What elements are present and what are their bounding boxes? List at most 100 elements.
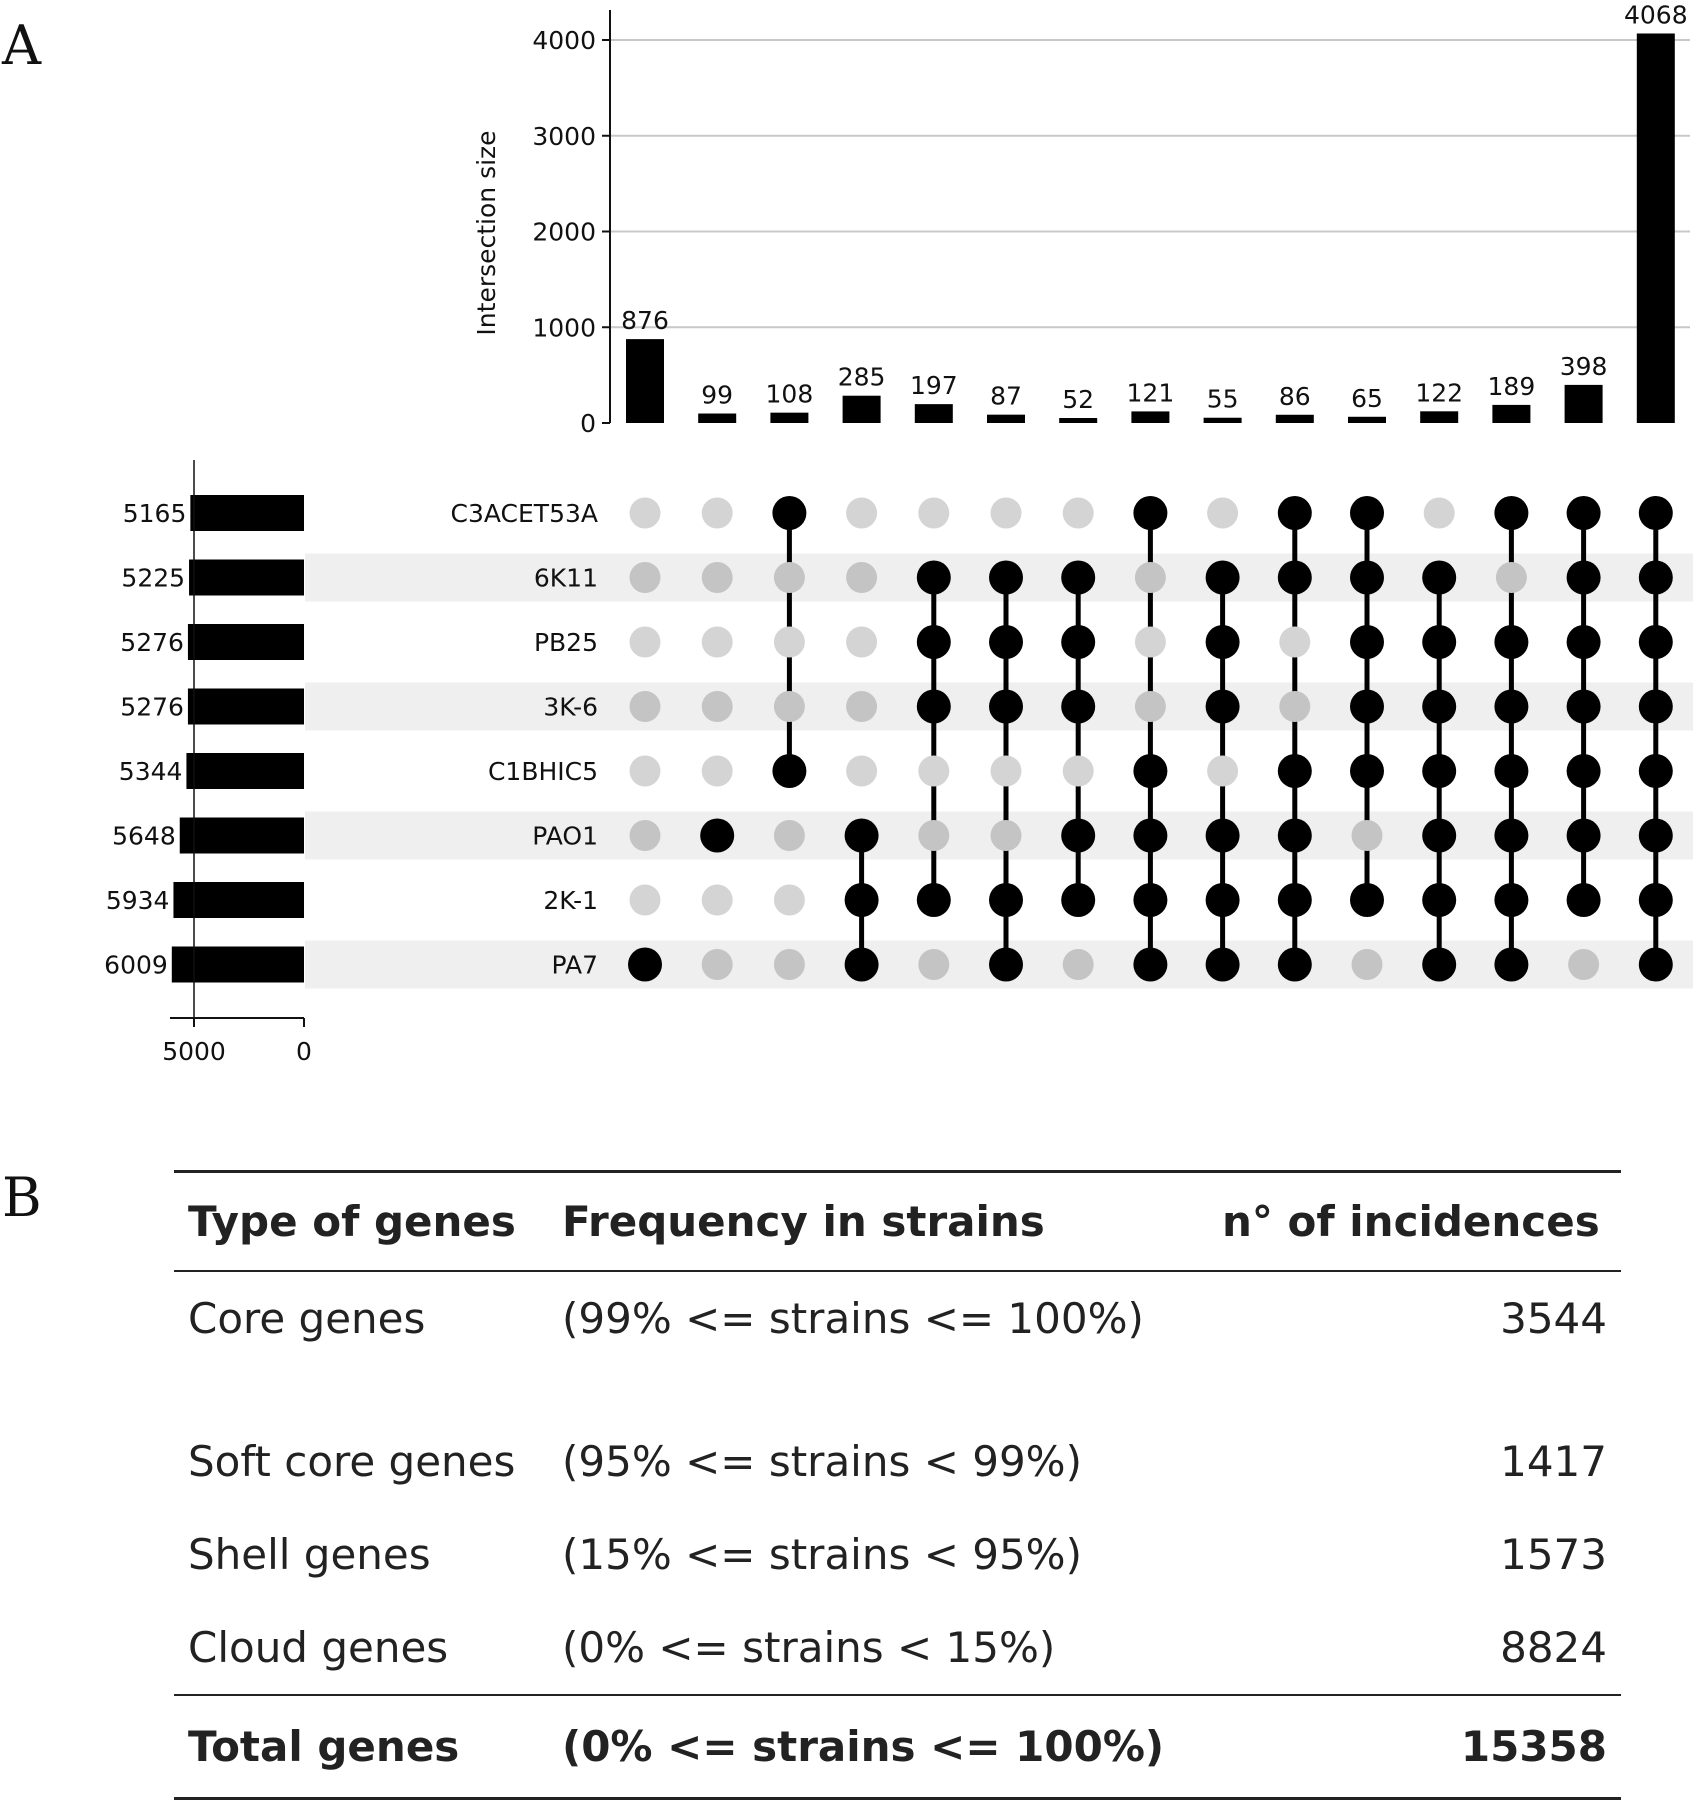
set-name-label: PA7 [552, 951, 598, 980]
bar-value-label: 285 [838, 363, 886, 392]
bar-value-label: 4068 [1624, 0, 1688, 29]
intersection-bar [1492, 404, 1531, 423]
upset-plot: 0 1000 2000 3000 4000 Intersection size 876 99 1… [104, 0, 1693, 1066]
matrix-dot-filled [1277, 754, 1312, 788]
intersection-bar [1059, 418, 1098, 423]
set-size-label: 5276 [120, 693, 184, 722]
table-spacer [174, 1365, 1621, 1415]
set-size-label: 5648 [112, 822, 176, 851]
matrix-dot-filled [1061, 560, 1096, 595]
matrix-dot-filled [1494, 689, 1529, 724]
set-size-bar [190, 495, 304, 531]
row-count: 1573 [1500, 1530, 1607, 1579]
matrix-dot-filled [916, 560, 951, 595]
intersection-bar [1348, 416, 1386, 423]
matrix-dot-empty [846, 626, 878, 658]
matrix-dot-filled [1638, 625, 1673, 659]
set-size-label: 5225 [121, 564, 185, 593]
matrix-dot-empty [846, 497, 878, 529]
y-axis-title: Intersection size [472, 130, 501, 335]
intersection-bar [1564, 384, 1603, 423]
matrix-dot-filled [1422, 818, 1457, 853]
matrix-dot-empty [773, 949, 805, 980]
set-name-label: 3K-6 [543, 693, 598, 722]
set-name-label: C3ACET53A [451, 499, 598, 528]
matrix-dot-filled [1277, 818, 1312, 853]
matrix-dot-empty [1279, 626, 1311, 658]
y-tick-label: 4000 [532, 26, 596, 55]
total-type: Total genes [174, 1694, 548, 1800]
row-count: 3544 [1500, 1294, 1607, 1343]
matrix-dot-filled [1566, 625, 1601, 659]
set-size-label: 5344 [119, 757, 183, 786]
set-size-bar [187, 624, 304, 660]
matrix-dot-empty [1062, 497, 1094, 529]
intersection-bar [842, 395, 881, 423]
matrix-dot-empty [918, 820, 950, 851]
matrix-dot-empty [629, 497, 661, 529]
bar-value-label: 398 [1560, 352, 1608, 381]
matrix-dot-empty [1134, 691, 1166, 722]
matrix-dot-empty [1207, 497, 1239, 529]
matrix-dot-filled [989, 883, 1023, 917]
intersection-bar [1420, 411, 1459, 423]
set-name-label: PAO1 [532, 822, 598, 851]
matrix-dot-filled [1638, 947, 1673, 982]
matrix-dot-filled [1133, 883, 1168, 917]
row-frequency: (99% <= strains <= 100%) [562, 1294, 1144, 1343]
matrix-dot-filled [1422, 947, 1457, 982]
header-count: n° of incidences [1222, 1170, 1621, 1272]
panel-a-label: A [2, 14, 41, 77]
matrix-dot-filled [1494, 496, 1529, 530]
matrix-dot-empty [1568, 949, 1600, 980]
table-header-row: Type of genes Frequency in strains n° of… [174, 1170, 1621, 1272]
set-name-label: 6K11 [534, 564, 598, 593]
bar-value-label: 876 [621, 306, 669, 335]
matrix-dot-empty [629, 820, 661, 851]
y-tick-label: 1000 [532, 313, 596, 342]
matrix-dot-filled [700, 818, 735, 853]
table-row: Soft core genes (95% <= strains < 99%) 1… [174, 1415, 1621, 1508]
matrix-dot-empty [918, 755, 950, 787]
matrix-dot-filled [772, 496, 807, 530]
matrix-dot-empty [629, 884, 661, 916]
matrix-dot-empty [773, 884, 805, 916]
matrix-dot-filled [989, 560, 1023, 595]
matrix-dot-empty [701, 949, 733, 980]
matrix-dot-filled [1277, 883, 1312, 917]
matrix-dot-filled [844, 818, 879, 853]
intersection-bar [1131, 411, 1170, 423]
set-name-label: 2K-1 [543, 886, 598, 915]
matrix-dot-filled [1638, 496, 1673, 530]
matrix-dot-empty [773, 626, 805, 658]
matrix-dot-filled [1638, 560, 1673, 595]
intersection-bar [914, 404, 953, 423]
matrix-dot-empty [1351, 820, 1383, 851]
matrix-dot-empty [701, 626, 733, 658]
matrix-dot-filled [1350, 754, 1384, 788]
matrix-dot-filled [1638, 754, 1673, 788]
set-name-label: PB25 [534, 628, 598, 657]
matrix-dot-empty [1279, 691, 1311, 722]
matrix-dot-filled [1350, 496, 1384, 530]
matrix-dot-filled [844, 947, 879, 982]
bar-value-label: 55 [1207, 385, 1239, 414]
matrix-dot-filled [1494, 754, 1529, 788]
matrix-dot-filled [628, 947, 662, 982]
intersection-bar [1203, 417, 1242, 423]
matrix-dot-empty [990, 497, 1022, 529]
matrix-dot-empty [1207, 755, 1239, 787]
matrix-dot-empty [701, 755, 733, 787]
matrix-dot-empty [990, 820, 1022, 851]
matrix-dot-filled [1638, 818, 1673, 853]
matrix-dot-empty [701, 497, 733, 529]
set-size-bar [186, 753, 304, 789]
row-type: Shell genes [188, 1530, 431, 1579]
set-name-label: C1BHIC5 [488, 757, 598, 786]
matrix-dot-empty [1495, 562, 1527, 593]
matrix-dot-filled [1350, 883, 1384, 917]
matrix-dot-filled [1566, 883, 1601, 917]
matrix-dot-filled [844, 883, 879, 917]
total-frequency: (0% <= strains <= 100%) [548, 1694, 1222, 1800]
y-tick-label: 3000 [532, 122, 596, 151]
